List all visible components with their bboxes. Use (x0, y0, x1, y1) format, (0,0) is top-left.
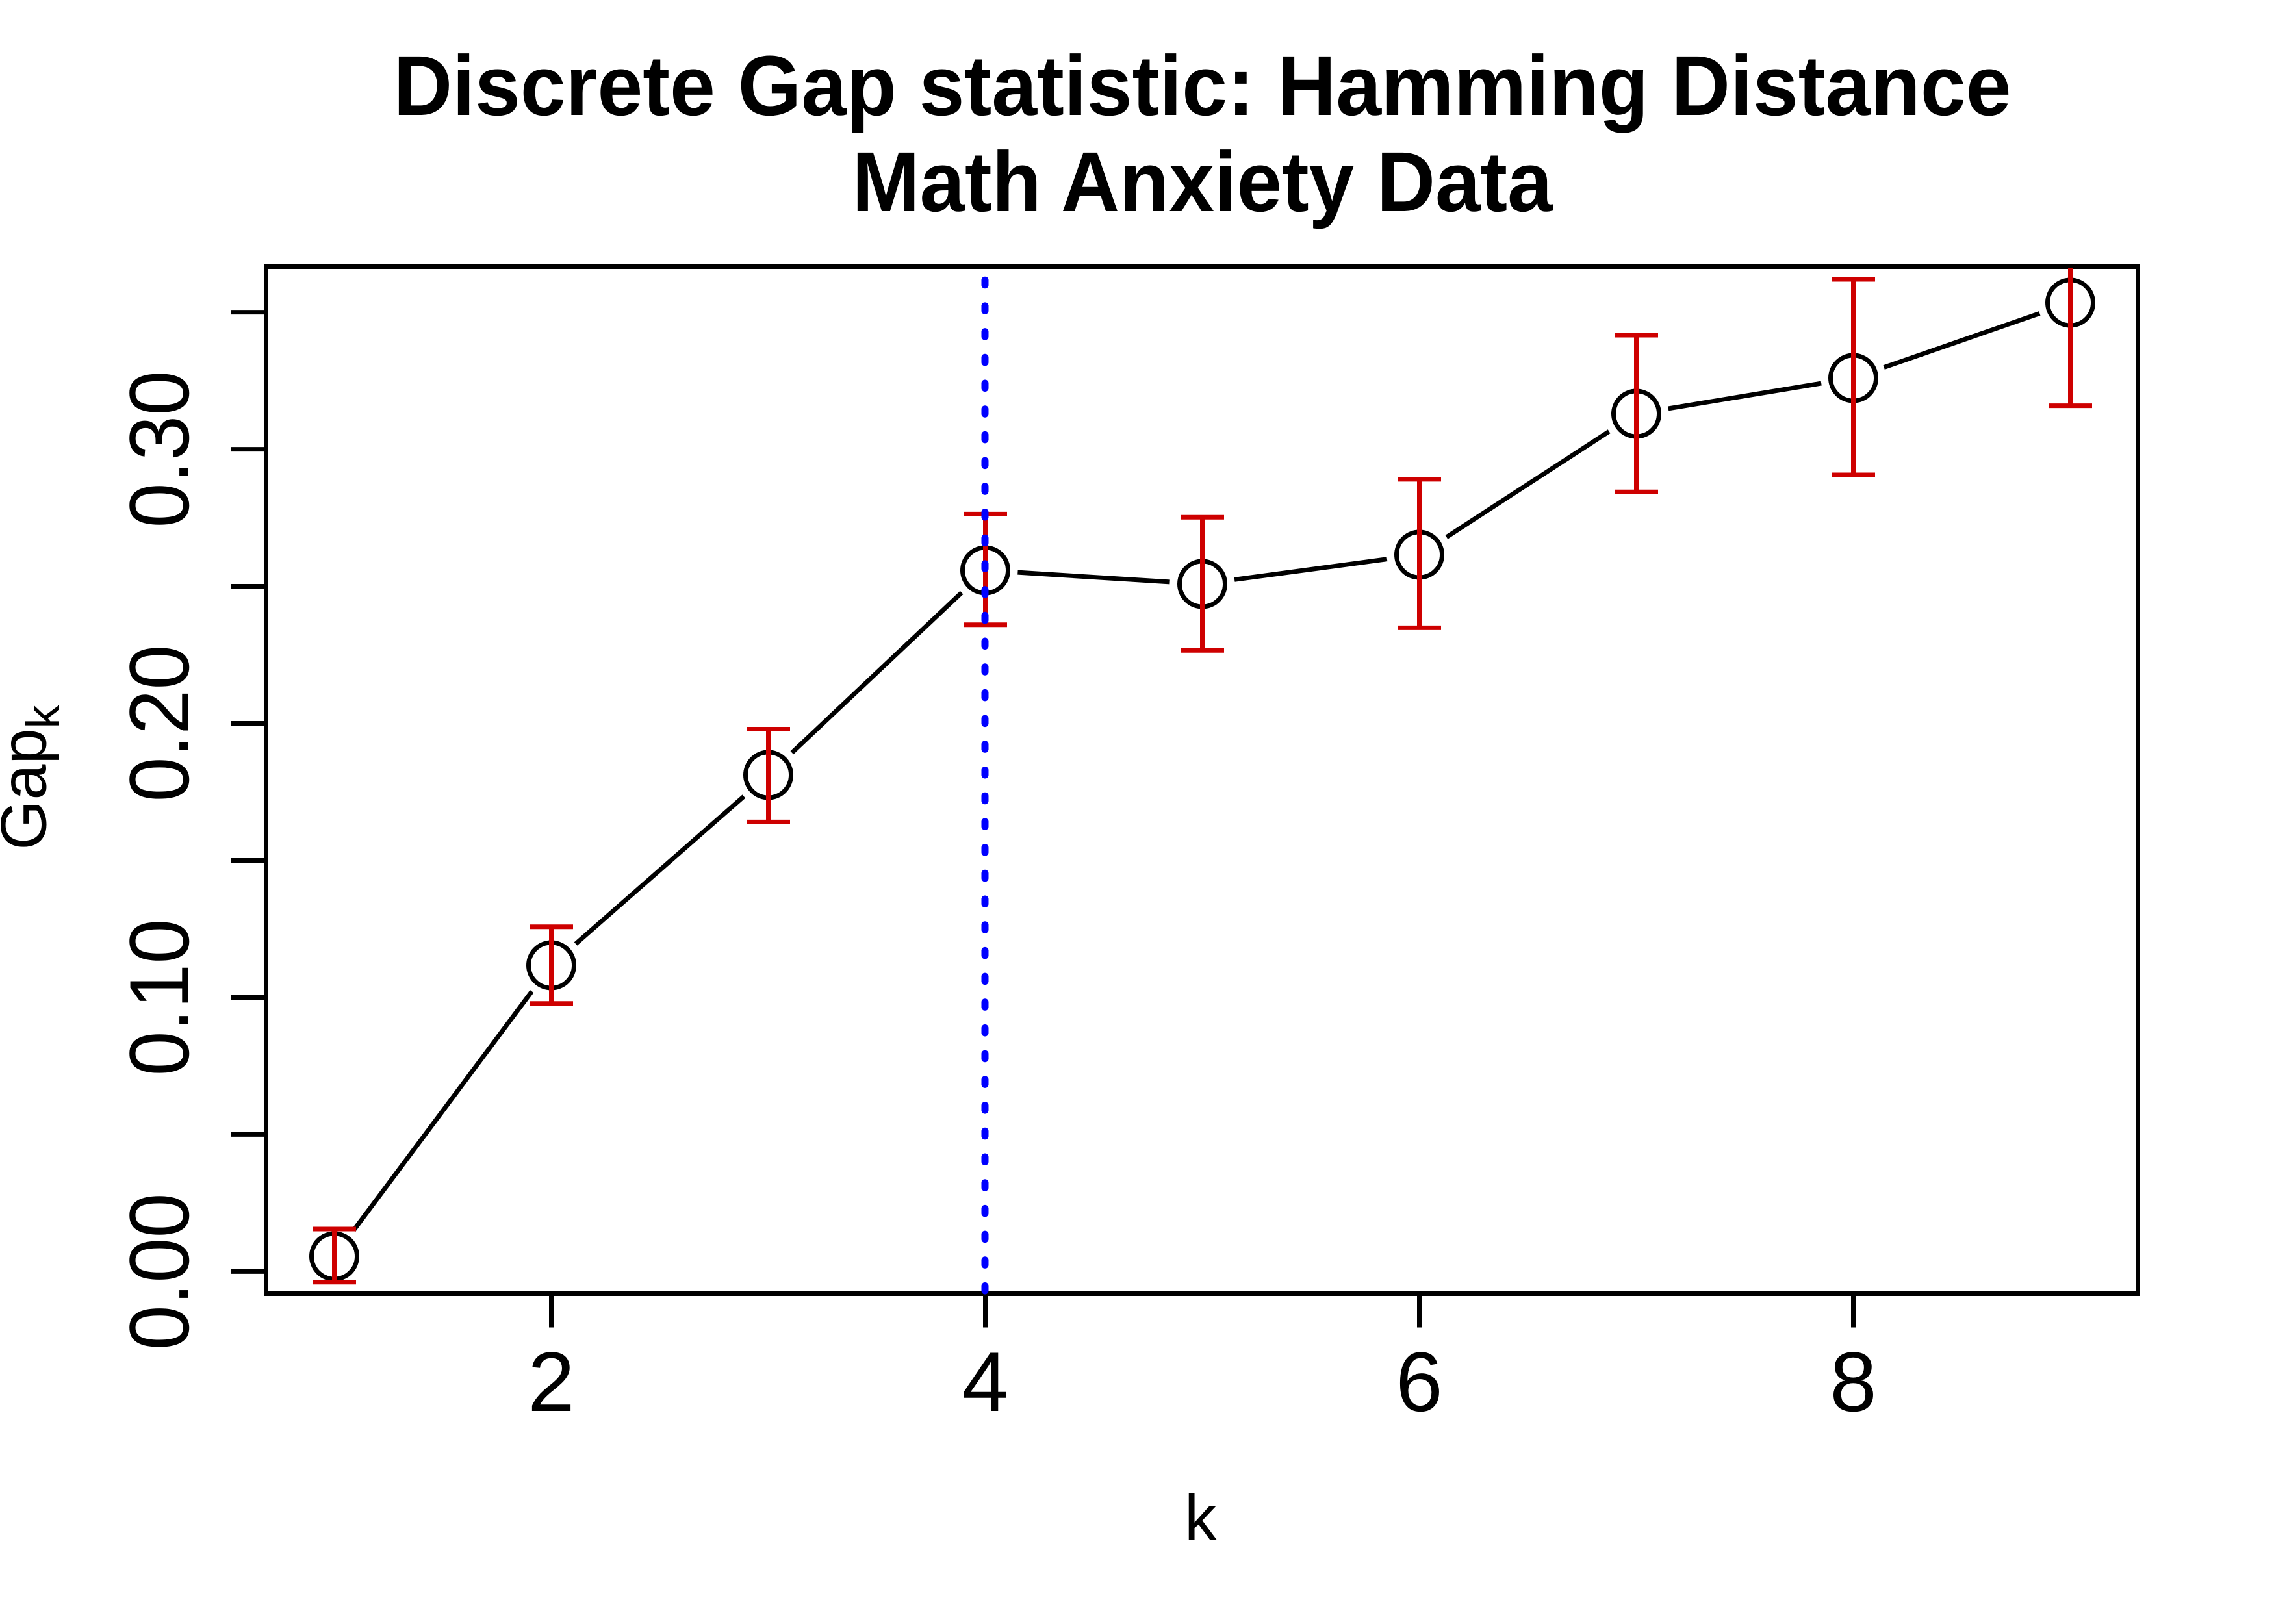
svg-text:0.10: 0.10 (112, 919, 207, 1076)
svg-text:0.30: 0.30 (112, 371, 207, 528)
svg-text:Gapk: Gapk (0, 704, 70, 850)
svg-text:4: 4 (962, 1334, 1008, 1429)
svg-text:8: 8 (1830, 1334, 1876, 1429)
svg-text:6: 6 (1396, 1334, 1442, 1429)
svg-text:Math Anxiety Data: Math Anxiety Data (852, 134, 1553, 229)
svg-text:0.00: 0.00 (112, 1193, 207, 1350)
svg-text:k: k (1184, 1482, 1218, 1554)
svg-text:Discrete Gap statistic: Hammin: Discrete Gap statistic: Hamming Distance (394, 38, 2012, 133)
svg-text:0.20: 0.20 (112, 645, 207, 802)
svg-text:2: 2 (528, 1334, 574, 1429)
